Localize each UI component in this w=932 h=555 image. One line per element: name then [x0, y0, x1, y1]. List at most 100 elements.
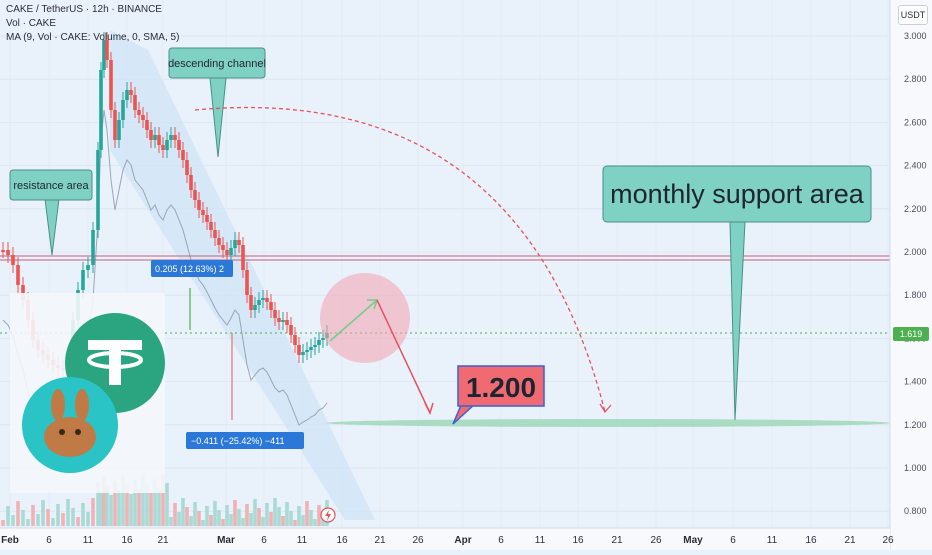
volume-bar [301, 515, 305, 526]
volume-bar [237, 509, 241, 526]
candle-body [113, 110, 117, 140]
time-axis-label: Apr [454, 535, 471, 546]
volume-bar [173, 503, 177, 526]
candle-body [289, 325, 293, 335]
volume-bar [253, 499, 257, 526]
candle-body [217, 238, 221, 245]
volume-bar [269, 512, 273, 526]
volume-bar [217, 510, 221, 526]
candle-body [149, 130, 153, 140]
volume-bar [209, 515, 213, 526]
candle-body [189, 175, 193, 190]
pancakeswap-logo [22, 377, 118, 473]
measure-down-text: −0.411 (−25.42%) −411 [191, 436, 285, 446]
volume-bars [1, 474, 329, 526]
candle-body [169, 135, 173, 140]
volume-bar [56, 504, 60, 526]
time-axis-label: 21 [844, 535, 856, 546]
candle-body [21, 285, 25, 300]
candle-body [229, 248, 233, 255]
currency-label[interactable]: USDT [898, 5, 928, 25]
candle-body [293, 335, 297, 345]
time-axis-label: 6 [730, 535, 736, 546]
time-axis-label: 11 [767, 535, 778, 546]
candle-body [305, 350, 309, 352]
projection-down-arrowhead [424, 402, 434, 416]
candle-body [165, 140, 169, 150]
volume-bar [11, 515, 15, 526]
time-axis-panel[interactable] [0, 528, 890, 550]
time-axis-label: 26 [650, 535, 662, 546]
candle-body [273, 310, 277, 318]
candle-body [125, 90, 129, 100]
candle-body [245, 270, 249, 295]
volume-bar [149, 493, 153, 526]
time-axis-label: 16 [121, 535, 133, 546]
volume-bar [41, 500, 45, 526]
volume-bar [153, 479, 157, 526]
candle-body [257, 300, 261, 305]
volume-bar [71, 508, 75, 526]
time-axis-label: 6 [498, 535, 504, 546]
candle-body [173, 135, 177, 140]
candle-body [321, 338, 325, 340]
volume-bar [21, 510, 25, 526]
target-price-label: 1.200 [466, 372, 536, 403]
time-axis-label: Feb [1, 535, 19, 546]
volume-bar [157, 488, 161, 526]
time-axis-label: 11 [83, 535, 94, 546]
volume-bar [1, 520, 5, 526]
measure-up-tooltip: 0.205 (12.63%) 2 [151, 260, 233, 277]
candle-body [141, 115, 145, 120]
candle-body [81, 270, 85, 290]
candle-body [117, 120, 121, 140]
symbol-title[interactable]: CAKE / TetherUS · 12h · BINANCE [6, 4, 162, 15]
candle-body [96, 150, 100, 230]
volume-bar [137, 489, 141, 526]
volume-bar [265, 503, 269, 526]
time-axis-label: 11 [535, 535, 546, 546]
volume-bar [177, 512, 181, 526]
time-axis-label: 21 [157, 535, 169, 546]
dashed-arc-arrowhead [599, 403, 612, 414]
volume-bar [197, 511, 201, 526]
candle-body [1, 250, 5, 252]
candle-body [205, 215, 209, 222]
volume-indicator-label[interactable]: Vol · CAKE [6, 18, 57, 29]
volume-bar [257, 508, 261, 526]
candle-body [213, 230, 217, 238]
volume-bar [51, 518, 55, 526]
volume-bar [229, 514, 233, 526]
volume-bar [36, 514, 40, 526]
candle-body [133, 95, 137, 110]
volume-bar [213, 501, 217, 526]
volume-bar [76, 517, 80, 526]
time-axis: Feb 6 11 16 21 Mar 6 11 16 21 26 Apr 6 11 16 21 26 May 6 11… [1, 535, 894, 546]
candle-body [301, 352, 305, 355]
volume-bar [221, 519, 225, 526]
volume-bar [46, 509, 50, 526]
volume-bar [161, 474, 165, 526]
ma-indicator-label[interactable]: MA (9, Vol · CAKE: Volume, 0, SMA, 5) [6, 32, 180, 43]
volume-bar [102, 477, 106, 526]
volume-bar [305, 501, 309, 526]
price-axis-label: 2.200 [904, 204, 927, 214]
candle-body [16, 265, 20, 285]
projection-up-arrow [329, 299, 378, 342]
candle-body [261, 298, 265, 300]
volume-bar [201, 520, 205, 526]
time-axis-label: 6 [46, 535, 52, 546]
volume-bar [141, 475, 145, 526]
price-axis-label: 1.000 [904, 463, 927, 473]
volume-bar [165, 483, 169, 526]
lightning-icon[interactable] [320, 507, 336, 523]
candle-body [233, 240, 237, 248]
time-axis-label: May [683, 535, 703, 546]
price-axis-label: 2.000 [904, 247, 927, 257]
candle-body [225, 250, 229, 255]
candle-body [209, 222, 213, 230]
price-axis-panel[interactable] [890, 0, 932, 550]
volume-bar [113, 481, 117, 526]
